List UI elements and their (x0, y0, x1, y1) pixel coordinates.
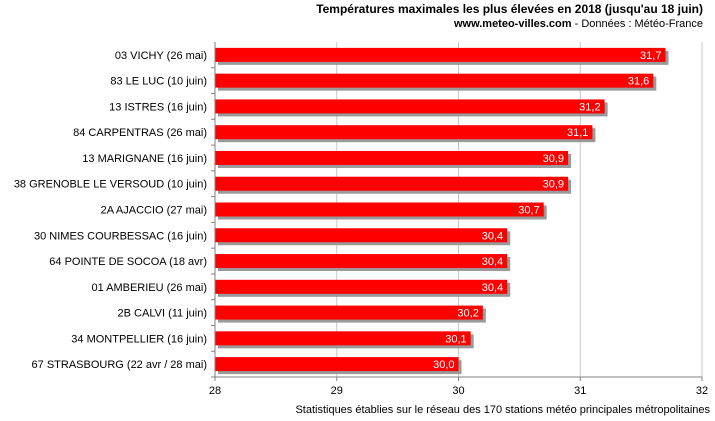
category-label: 03 VICHY (26 mai) (115, 50, 207, 62)
bar (215, 357, 459, 372)
bar (215, 99, 605, 114)
value-label: 31,6 (628, 76, 649, 88)
x-tick-label: 28 (209, 385, 221, 397)
value-label: 30,9 (543, 153, 564, 165)
bar (215, 125, 593, 140)
category-label: 67 STRASBOURG (22 avr / 28 mai) (32, 359, 207, 371)
category-label: 01 AMBERIEU (26 mai) (91, 282, 207, 294)
value-label: 30,4 (482, 230, 503, 242)
x-tick-labels: 28 29 30 31 32 (209, 385, 708, 397)
site-name: www.meteo-villes.com (453, 18, 572, 30)
data-source: - Données : Météo-France (571, 18, 703, 30)
category-labels: 03 VICHY (26 mai) 83 LE LUC (10 juin) 13 I… (14, 50, 207, 371)
bar (215, 202, 544, 217)
category-label: 13 MARIGNANE (16 juin) (82, 153, 207, 165)
value-label: 30,4 (482, 282, 503, 294)
bar (215, 279, 508, 294)
category-label: 84 CARPENTRAS (26 mai) (73, 127, 207, 139)
chart-header: Températures maximales les plus élevées … (316, 2, 703, 32)
category-label: 2A AJACCIO (27 mai) (101, 205, 207, 217)
value-label: 31,7 (640, 50, 661, 62)
bars: 31,7 31,6 31,2 31,1 30,9 30,9 30,7 30,4 30,4 30,4… (215, 47, 669, 375)
bar (215, 228, 508, 243)
bar (215, 73, 654, 88)
footnote: Statistiques établies sur le réseau des … (295, 404, 710, 416)
x-tick-label: 29 (331, 385, 343, 397)
chart-subtitle: www.meteo-villes.com - Données : Météo-F… (316, 17, 703, 32)
category-label: 30 NIMES COURBESSAC (16 juin) (34, 230, 207, 242)
bar (215, 176, 569, 191)
value-label: 30,4 (482, 256, 503, 268)
value-label: 30,9 (543, 179, 564, 191)
value-label: 31,1 (567, 127, 588, 139)
bar (215, 331, 471, 346)
value-label: 31,2 (579, 101, 600, 113)
x-tick-label: 32 (696, 385, 708, 397)
category-label: 83 LE LUC (10 juin) (110, 76, 207, 88)
value-label: 30,2 (457, 308, 478, 320)
bar (215, 47, 666, 62)
category-label: 38 GRENOBLE LE VERSOUD (10 juin) (14, 179, 207, 191)
x-tick-label: 31 (574, 385, 586, 397)
category-label: 2B CALVI (11 juin) (118, 308, 207, 320)
category-label: 13 ISTRES (16 juin) (109, 101, 207, 113)
value-label: 30,0 (433, 359, 454, 371)
x-tick-label: 30 (452, 385, 464, 397)
bar (215, 254, 508, 269)
bar (215, 150, 569, 165)
value-label: 30,1 (445, 333, 466, 345)
category-label: 34 MONTPELLIER (16 juin) (71, 333, 207, 345)
axes (211, 42, 703, 381)
bar (215, 305, 483, 320)
value-label: 30,7 (518, 205, 539, 217)
category-label: 64 POINTE DE SOCOA (18 avr) (49, 256, 207, 268)
chart-title: Températures maximales les plus élevées … (316, 2, 703, 16)
